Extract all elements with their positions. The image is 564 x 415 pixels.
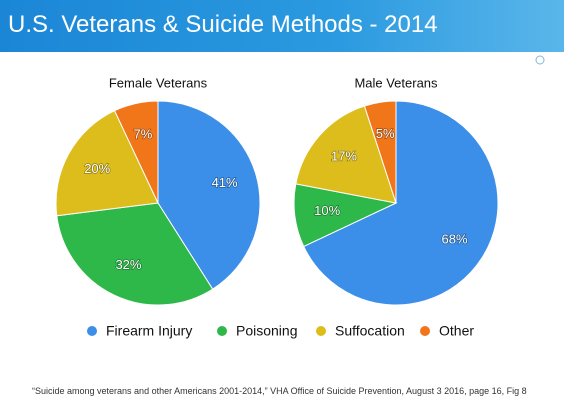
legend-label: Suffocation: [335, 323, 405, 339]
pie-title: Male Veterans: [354, 75, 438, 90]
pie-slice: [295, 105, 397, 204]
title-banner: U.S. Veterans & Suicide Methods - 2014: [0, 0, 564, 52]
pie-slice: [55, 110, 159, 217]
data-label: 32%: [115, 257, 141, 272]
data-label: 7%: [133, 127, 152, 142]
data-label: 68%: [442, 232, 468, 247]
decoration: [535, 55, 545, 65]
data-label: 20%: [84, 161, 110, 176]
legend-swatch: [87, 326, 97, 336]
data-label: 10%: [314, 203, 340, 218]
pie-slice: [303, 100, 499, 306]
legend-swatch: [316, 326, 326, 336]
data-label: 41%: [212, 175, 238, 190]
pie-slice: [113, 100, 159, 204]
legend-label: Other: [439, 323, 474, 339]
legend-label: Poisoning: [236, 323, 298, 339]
pie-slice: [157, 100, 261, 290]
data-label: 5%: [376, 126, 395, 141]
legend-swatch: [420, 326, 430, 336]
data-label: 17%: [331, 149, 357, 164]
pie-slice: [56, 202, 214, 306]
pie-slice: [363, 100, 397, 204]
pie-title: Female Veterans: [109, 75, 208, 90]
footnote: “Suicide among veterans and other Americ…: [32, 386, 527, 396]
legend-swatch: [217, 326, 227, 336]
legend-label: Firearm Injury: [106, 323, 192, 339]
slide-title: U.S. Veterans & Suicide Methods - 2014: [8, 11, 438, 38]
